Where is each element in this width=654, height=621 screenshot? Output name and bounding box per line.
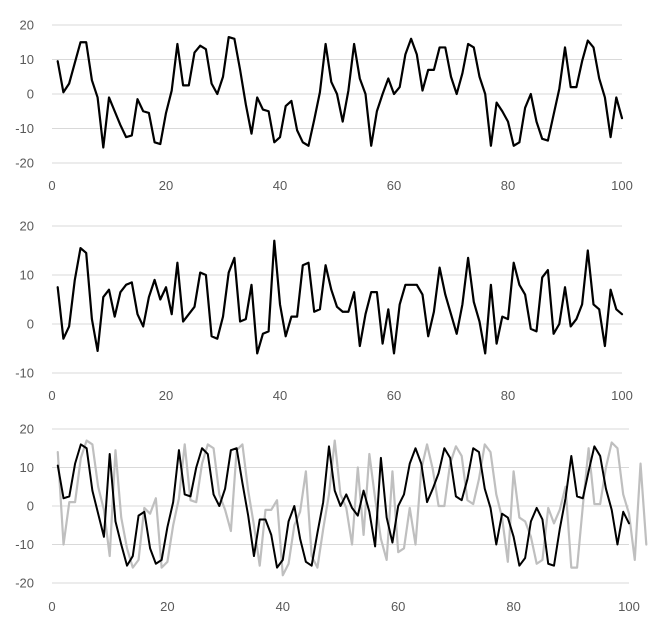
y-tick-label: 20 [20,18,34,33]
x-tick-label: 0 [48,178,55,193]
x-tick-label: 20 [159,178,173,193]
y-tick-label: 0 [27,317,34,332]
x-tick-label: 100 [611,388,633,403]
x-tick-label: 80 [501,178,515,193]
y-tick-label: -20 [15,576,34,591]
y-tick-label: -10 [15,121,34,136]
y-tick-label: 10 [20,52,34,67]
x-tick-label: 60 [387,388,401,403]
series-line-black [56,35,624,149]
x-tick-label: 80 [501,388,515,403]
y-tick-label: -10 [15,366,34,381]
x-tick-label: 20 [160,599,174,614]
x-tick-label: 100 [611,178,633,193]
x-tick-label: 20 [159,388,173,403]
series-line-gray [56,439,648,577]
x-tick-label: 0 [48,599,55,614]
x-tick-label: 40 [276,599,290,614]
x-tick-label: 100 [618,599,640,614]
y-tick-label: 20 [20,219,34,234]
y-tick-label: -20 [15,156,34,171]
y-tick-label: 0 [27,499,34,514]
y-tick-label: 0 [27,87,34,102]
y-tick-label: -10 [15,537,34,552]
y-tick-label: 20 [20,422,34,437]
x-tick-label: 60 [387,178,401,193]
series-line-black [56,443,630,569]
y-tick-label: 10 [20,268,34,283]
y-tick-label: 10 [20,460,34,475]
x-tick-label: 80 [506,599,520,614]
series-line-black [56,239,624,355]
x-tick-label: 60 [391,599,405,614]
x-tick-label: 40 [273,388,287,403]
x-tick-label: 0 [48,388,55,403]
x-tick-label: 40 [273,178,287,193]
